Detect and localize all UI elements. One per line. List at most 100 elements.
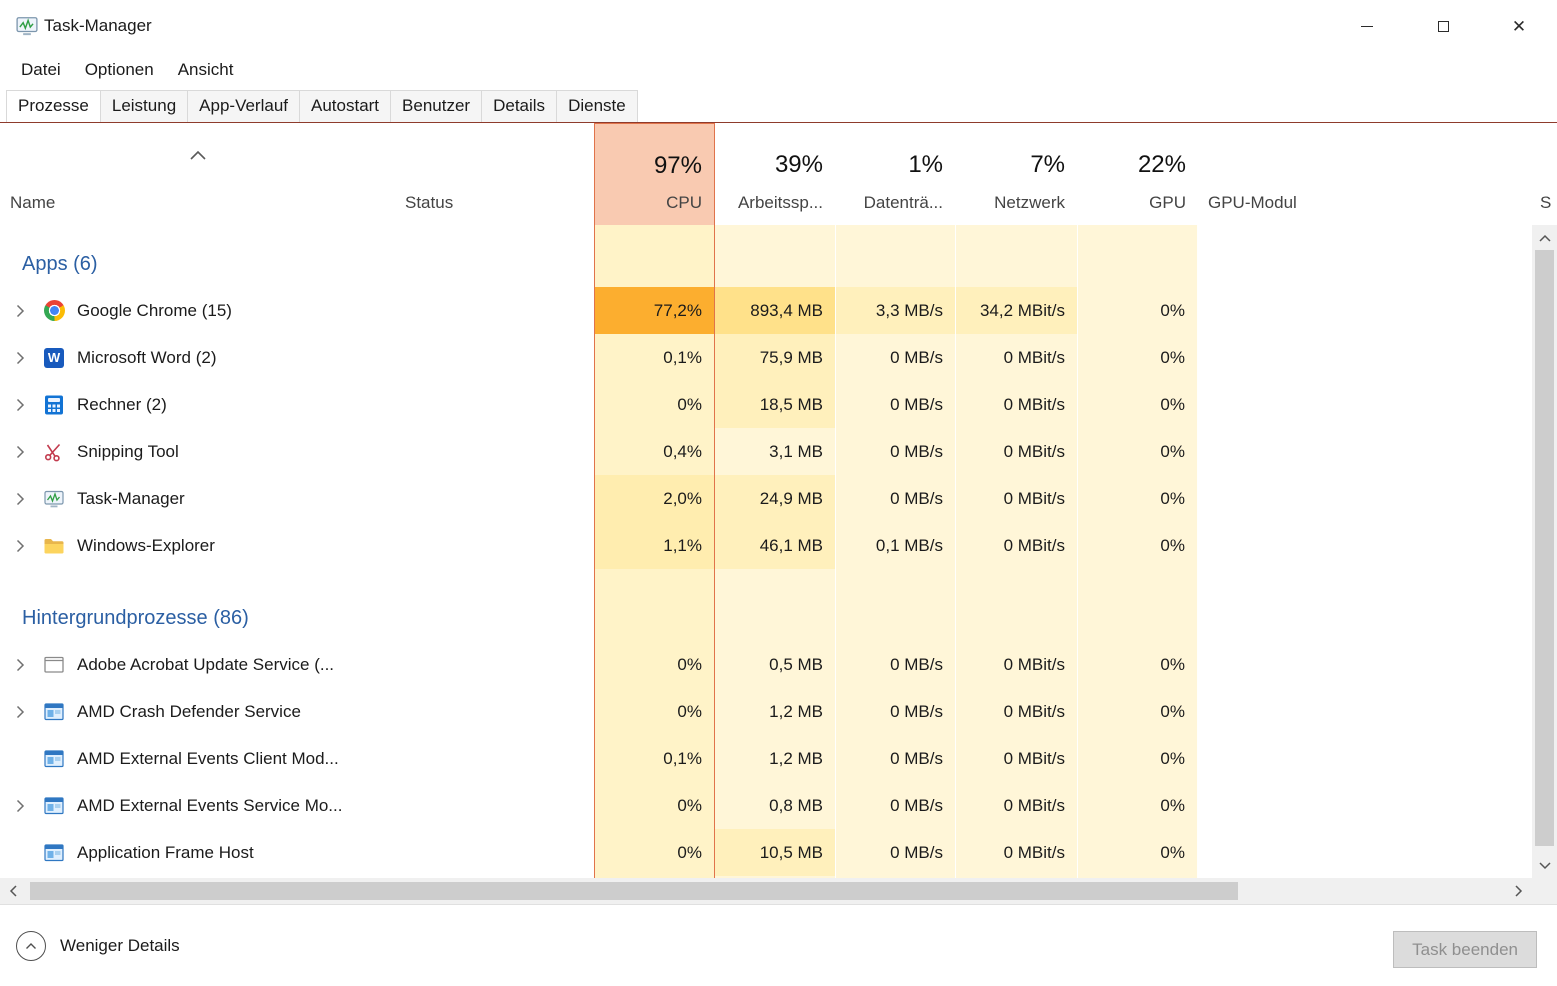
- column-header-cpu[interactable]: 97% CPU: [594, 123, 715, 225]
- app-window-icon: [42, 842, 66, 864]
- cell-cpu: 0%: [594, 688, 715, 735]
- cell-network: 0 MBit/s: [955, 334, 1077, 381]
- expand-chevron-icon[interactable]: [16, 799, 30, 813]
- cell-name: W Microsoft Word (2): [0, 334, 395, 381]
- horizontal-scrollbar[interactable]: [0, 878, 1532, 904]
- cell-gpu: 0%: [1077, 381, 1198, 428]
- cell-cpu: [594, 569, 715, 595]
- scroll-left-arrow[interactable]: [0, 878, 26, 904]
- cell-gpu-modul: [1198, 569, 1532, 595]
- cell-memory: [715, 569, 835, 595]
- cell-status: [395, 225, 594, 241]
- column-header-arbeitssp[interactable]: 39% Arbeitssp...: [715, 123, 835, 225]
- task-manager-icon: [42, 488, 66, 510]
- scroll-up-arrow[interactable]: [1532, 225, 1557, 250]
- expand-chevron-icon[interactable]: [16, 304, 30, 318]
- cell-gpu: 0%: [1077, 475, 1198, 522]
- titlebar: Task-Manager ✕: [0, 0, 1557, 52]
- cell-disk: [835, 876, 955, 878]
- cell-cpu: [594, 595, 715, 641]
- column-header-gpu-modul[interactable]: GPU-Modul: [1198, 123, 1530, 225]
- tab-prozesse[interactable]: Prozesse: [6, 90, 101, 122]
- process-row[interactable]: Application Frame Host 0% 10,5 MB 0 MB/s 0 M…: [0, 829, 1532, 876]
- scroll-down-arrow[interactable]: [1532, 853, 1557, 878]
- process-row[interactable]: AMD Crash Defender Service 0% 1,2 MB 0 MB/s…: [0, 688, 1532, 735]
- vertical-scrollbar-thumb[interactable]: [1535, 250, 1554, 846]
- column-header-cutoff[interactable]: S: [1530, 123, 1557, 225]
- cell-name: AMD External Events Service Mo...: [0, 782, 395, 829]
- cell-cpu: [594, 225, 715, 241]
- cell-disk: 0 MB/s: [835, 641, 955, 688]
- process-name: Rechner (2): [77, 394, 167, 414]
- cell-memory: 3,1 MB: [715, 428, 835, 475]
- group-header-row[interactable]: Apps (6): [0, 241, 1532, 287]
- column-header-name[interactable]: Name: [0, 123, 395, 225]
- menu-item-optionen[interactable]: Optionen: [84, 60, 154, 79]
- tab-benutzer[interactable]: Benutzer: [390, 90, 483, 122]
- cell-disk: 0 MB/s: [835, 735, 955, 782]
- cell-disk: 0,1 MB/s: [835, 522, 955, 569]
- column-header-gpu[interactable]: 22% GPU: [1077, 123, 1198, 225]
- process-row[interactable]: Snipping Tool 0,4% 3,1 MB 0 MB/s 0 MBit/s 0%: [0, 428, 1532, 475]
- minimize-button[interactable]: [1329, 0, 1405, 52]
- column-header-netzwerk[interactable]: 7% Netzwerk: [955, 123, 1077, 225]
- column-usage-percent: 97%: [653, 152, 702, 179]
- expand-chevron-icon[interactable]: [16, 492, 30, 506]
- column-label-status: Status: [405, 193, 454, 212]
- cell-memory: [715, 241, 835, 287]
- group-header-row[interactable]: Hintergrundprozesse (86): [0, 595, 1532, 641]
- expand-chevron-icon[interactable]: [16, 398, 30, 412]
- process-row[interactable]: Windows-Explorer 1,1% 46,1 MB 0,1 MB/s 0 MBi…: [0, 522, 1532, 569]
- close-icon: ✕: [1511, 16, 1527, 36]
- horizontal-scrollbar-thumb[interactable]: [30, 882, 1238, 900]
- scrollbar-corner: [1532, 878, 1557, 904]
- process-row[interactable]: AMD External Events Client Mod... 0,1% 1,2…: [0, 735, 1532, 782]
- table-header: Name Status 97% CPU 39% Arbeitssp... 1% Daten…: [0, 123, 1557, 225]
- cell-network: 0 MBit/s: [955, 829, 1077, 876]
- scroll-right-arrow[interactable]: [1506, 878, 1532, 904]
- fewer-details-toggle[interactable]: Weniger Details: [16, 931, 180, 961]
- process-row[interactable]: AMD External Events Service Mo... 0% 0,8 M…: [0, 782, 1532, 829]
- vertical-scrollbar[interactable]: [1532, 225, 1557, 878]
- end-task-button[interactable]: Task beenden: [1393, 931, 1537, 968]
- cell-status: [395, 241, 594, 287]
- tab-app-verlauf[interactable]: App-Verlauf: [187, 90, 300, 122]
- column-label-datenträ: Datenträ...: [863, 193, 943, 212]
- tab-autostart[interactable]: Autostart: [299, 90, 392, 122]
- process-name: Task-Manager: [77, 488, 185, 508]
- cell-status: [395, 428, 594, 475]
- close-button[interactable]: ✕: [1481, 0, 1557, 52]
- expand-chevron-icon[interactable]: [16, 539, 30, 553]
- expand-chevron-icon[interactable]: [16, 351, 30, 365]
- process-row[interactable]: Task-Manager 2,0% 24,9 MB 0 MB/s 0 MBit/s 0%: [0, 475, 1532, 522]
- process-row[interactable]: Rechner (2) 0% 18,5 MB 0 MB/s 0 MBit/s 0%: [0, 381, 1532, 428]
- column-header-status[interactable]: Status: [395, 123, 594, 225]
- tab-leistung[interactable]: Leistung: [99, 90, 189, 122]
- cell-network: 34,2 MBit/s: [955, 287, 1077, 334]
- cell-name: AMD External Events Client Mod...: [0, 735, 395, 782]
- maximize-button[interactable]: [1405, 0, 1481, 52]
- process-row[interactable]: Google Chrome (15) 77,2% 893,4 MB 3,3 MB/s 3…: [0, 287, 1532, 334]
- cell-gpu: 0%: [1077, 688, 1198, 735]
- menu-item-datei[interactable]: Datei: [21, 60, 61, 79]
- column-usage-percent: 7%: [1030, 151, 1065, 178]
- cell-network: [955, 225, 1077, 241]
- tab-details[interactable]: Details: [481, 90, 558, 122]
- process-row[interactable]: Adobe Acrobat Update Service (... 0% 0,5 M…: [0, 641, 1532, 688]
- app-window-icon: [42, 701, 66, 723]
- process-row[interactable]: W Microsoft Word (2) 0,1% 75,9 MB 0 MB/s 0 MB…: [0, 334, 1532, 381]
- expand-chevron-icon[interactable]: [16, 705, 30, 719]
- expand-chevron-icon[interactable]: [16, 658, 30, 672]
- cell-status: [395, 688, 594, 735]
- cell-network: 0 MBit/s: [955, 641, 1077, 688]
- column-header-datenträ[interactable]: 1% Datenträ...: [835, 123, 955, 225]
- cell-name: Application Frame Host: [0, 829, 395, 876]
- tab-dienste[interactable]: Dienste: [556, 90, 638, 122]
- cell-gpu-modul: [1198, 522, 1532, 569]
- cell-disk: 0 MB/s: [835, 428, 955, 475]
- cell-status: [395, 641, 594, 688]
- column-label-netzwerk: Netzwerk: [994, 193, 1065, 212]
- menu-item-ansicht[interactable]: Ansicht: [177, 60, 234, 79]
- expand-chevron-icon[interactable]: [16, 445, 30, 459]
- cell-disk: 3,3 MB/s: [835, 287, 955, 334]
